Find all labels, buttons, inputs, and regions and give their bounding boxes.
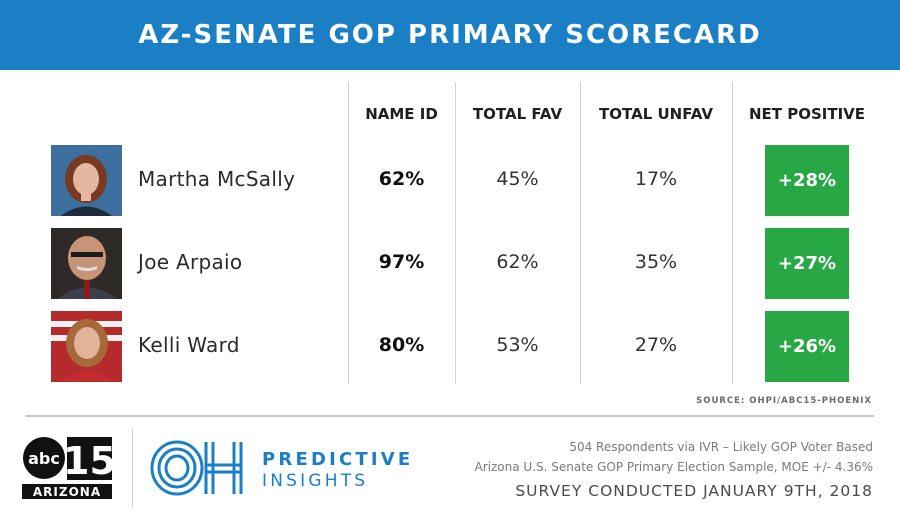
column-divider <box>455 82 456 384</box>
name-id-value: 62% <box>378 168 425 190</box>
candidate-photo-mcsally <box>51 145 122 216</box>
column-header-total-fav: TOTAL FAV <box>472 105 563 123</box>
net-positive-value: +28% <box>765 145 849 216</box>
table-row: Martha McSally 62% 45% 17% +28% <box>0 145 900 217</box>
name-id-value: 80% <box>378 334 425 356</box>
total-fav-value: 45% <box>496 168 539 190</box>
ohpi-wordmark-predictive: PREDICTIVE <box>262 449 414 470</box>
abc15-logo: abc 15 ARIZONA <box>22 436 116 500</box>
svg-text:ARIZONA: ARIZONA <box>33 485 101 499</box>
total-unfav-value: 17% <box>634 168 678 190</box>
chart-title: AZ-SENATE GOP PRIMARY SCORECARD <box>138 20 762 50</box>
table-row: Joe Arpaio 97% 62% 35% +27% <box>0 228 900 300</box>
total-unfav-value: 35% <box>634 251 678 273</box>
net-positive-value: +26% <box>765 311 849 382</box>
ohpi-wordmark-insights: INSIGHTS <box>262 471 369 491</box>
svg-text:15: 15 <box>63 439 113 483</box>
ohpi-logo <box>150 439 245 497</box>
column-divider <box>348 82 349 384</box>
source-note: SOURCE: OHPI/ABC15-PHOENIX <box>696 396 872 406</box>
column-header-total-unfav: TOTAL UNFAV <box>599 105 713 123</box>
total-fav-value: 53% <box>496 334 539 356</box>
column-header-net-positive: NET POSITIVE <box>748 105 866 123</box>
candidate-name: Joe Arpaio <box>138 250 243 274</box>
total-unfav-value: 27% <box>634 334 678 356</box>
table-row: Kelli Ward 80% 53% 27% +26% <box>0 311 900 383</box>
column-divider <box>580 82 581 384</box>
svg-text:abc: abc <box>28 449 60 468</box>
title-banner: AZ-SENATE GOP PRIMARY SCORECARD <box>0 0 900 70</box>
footer-divider <box>25 415 874 417</box>
candidate-name: Martha McSally <box>138 167 296 191</box>
candidate-name: Kelli Ward <box>138 333 240 357</box>
total-fav-value: 62% <box>496 251 539 273</box>
net-positive-value: +27% <box>765 228 849 299</box>
survey-date: SURVEY CONDUCTED JANUARY 9TH, 2018 <box>515 482 873 500</box>
methodology-note: 504 Respondents via IVR – Likely GOP Vot… <box>569 440 873 454</box>
column-header-name-id: NAME ID <box>365 105 438 123</box>
candidate-photo-arpaio <box>51 228 122 299</box>
logo-divider <box>132 428 133 508</box>
candidate-photo-ward <box>51 311 122 382</box>
sample-note: Arizona U.S. Senate GOP Primary Election… <box>474 460 873 474</box>
name-id-value: 97% <box>378 251 425 273</box>
column-divider <box>732 82 733 384</box>
